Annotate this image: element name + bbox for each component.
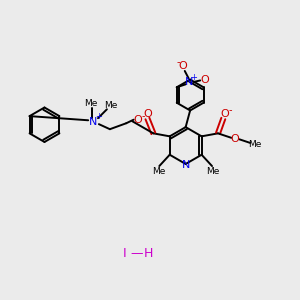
- Text: Me: Me: [152, 167, 165, 176]
- Text: O: O: [134, 115, 142, 125]
- Text: -: -: [141, 111, 145, 121]
- Text: O: O: [200, 76, 209, 85]
- Text: —: —: [130, 247, 143, 260]
- Text: I: I: [123, 247, 127, 260]
- Text: O: O: [143, 109, 152, 119]
- Text: Me: Me: [84, 99, 97, 108]
- Text: O: O: [231, 134, 240, 144]
- Text: +: +: [190, 73, 197, 82]
- Text: Me: Me: [248, 140, 262, 149]
- Text: N: N: [185, 77, 194, 87]
- Text: N: N: [89, 117, 98, 127]
- Text: Me: Me: [104, 101, 117, 110]
- Text: O: O: [220, 109, 229, 119]
- Text: H: H: [144, 247, 153, 260]
- Text: +: +: [95, 112, 102, 121]
- Text: N: N: [182, 160, 190, 170]
- Text: -: -: [228, 105, 232, 115]
- Text: -: -: [176, 57, 180, 67]
- Text: O: O: [178, 61, 188, 71]
- Text: Me: Me: [206, 167, 219, 176]
